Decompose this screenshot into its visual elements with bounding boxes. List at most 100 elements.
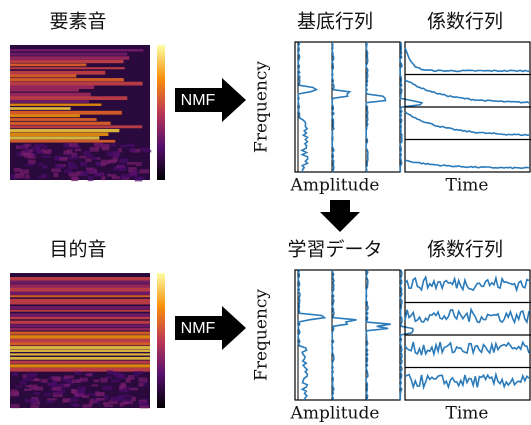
spectrogram-noise xyxy=(47,398,57,401)
spectrogram-noise xyxy=(19,381,26,385)
spectrogram-noise xyxy=(119,144,127,148)
spectrogram-noise xyxy=(119,388,129,393)
spectrogram-noise xyxy=(88,401,94,406)
nmf-arrow xyxy=(175,78,246,122)
spectrogram-noise xyxy=(15,385,23,388)
spectrogram-noise xyxy=(138,377,148,383)
spectrogram-noise xyxy=(74,148,82,152)
spectrogram-noise xyxy=(125,377,131,383)
basis-title: 基底行列 xyxy=(297,11,373,33)
spectrogram-band xyxy=(10,67,125,70)
spectrogram-noise xyxy=(123,400,133,404)
spectrogram-noise xyxy=(93,142,103,147)
spectrogram-noise xyxy=(20,169,30,175)
spectrogram-band xyxy=(10,70,106,75)
spectrogram-noise xyxy=(120,383,127,388)
basis-curve xyxy=(398,41,424,173)
spectrogram-noise xyxy=(56,389,66,393)
spectrogram-noise xyxy=(68,398,79,402)
spectrogram-noise xyxy=(27,372,37,378)
spectrogram-noise xyxy=(52,380,57,385)
spectrogram-noise xyxy=(67,161,75,165)
spectrogram-noise xyxy=(102,401,109,405)
basis-curve xyxy=(297,269,327,401)
coef-x-label: Time xyxy=(446,176,489,196)
spectrogram-noise xyxy=(56,156,62,159)
spectrogram-noise xyxy=(100,159,111,165)
spectrogram-noise xyxy=(23,148,29,153)
spectrogram-noise xyxy=(141,381,147,386)
spectrogram-noise xyxy=(34,143,45,147)
spectrogram-band xyxy=(10,114,80,118)
spectrogram-noise xyxy=(126,161,137,165)
spectrogram-noise xyxy=(131,396,137,402)
spectrogram-band xyxy=(10,280,150,284)
spectrogram-noise xyxy=(10,389,18,392)
spectrogram-band xyxy=(10,364,150,368)
spectrogram-noise xyxy=(23,143,32,147)
spectrogram-noise xyxy=(92,157,99,160)
spectrogram-noise xyxy=(79,377,88,382)
spectrogram-noise xyxy=(120,386,130,390)
spectrogram-noise xyxy=(52,392,63,398)
spectrogram-noise xyxy=(71,379,81,383)
basis-curve xyxy=(331,41,352,173)
spectrogram-band xyxy=(10,85,95,90)
spectrogram-band xyxy=(10,313,150,318)
spectrogram-noise xyxy=(62,399,68,403)
spectrogram-band xyxy=(10,74,77,78)
spectrogram-band xyxy=(10,331,150,335)
spectrogram-noise xyxy=(143,405,150,409)
spectrogram-noise xyxy=(74,393,84,397)
coef-curve xyxy=(404,371,530,391)
spectrogram-noise xyxy=(79,155,87,159)
spectrogram-noise xyxy=(33,386,44,391)
spectrogram-noise xyxy=(107,160,116,164)
spectrogram-noise xyxy=(46,399,55,404)
spectrogram-band xyxy=(10,320,150,324)
basis-curve xyxy=(331,270,357,401)
y-axis-label: Frequency xyxy=(252,289,272,381)
spectrogram-noise xyxy=(128,174,138,177)
spectrogram-noise xyxy=(29,384,38,390)
spectrogram-noise xyxy=(72,176,79,181)
spectrogram-noise xyxy=(111,152,120,158)
source-label: 要素音 xyxy=(49,11,106,33)
spectrogram-band xyxy=(10,277,150,281)
coef-curve xyxy=(404,340,530,358)
spectrogram-noise xyxy=(106,376,112,379)
spectrogram-noise xyxy=(131,170,136,176)
spectrogram-noise xyxy=(94,172,104,177)
spectrogram-noise xyxy=(133,371,143,375)
spectrogram-band xyxy=(10,88,79,92)
spectrogram-noise xyxy=(62,377,72,382)
coef-x-label: Time xyxy=(446,404,489,424)
spectrogram-noise xyxy=(91,384,99,387)
spectrogram-noise xyxy=(30,398,37,404)
spectrogram-noise xyxy=(53,172,59,178)
spectrogram-noise xyxy=(18,144,26,149)
spectrogram-band xyxy=(10,107,71,110)
spectrogram-noise xyxy=(64,169,73,174)
coef-title: 係数行列 xyxy=(427,239,503,261)
spectrogram-noise xyxy=(33,392,41,395)
spectrogram-band xyxy=(10,96,128,101)
spectrogram-band xyxy=(10,346,150,350)
spectrogram-noise xyxy=(80,388,86,391)
spectrogram-noise xyxy=(68,142,79,147)
spectrogram-noise xyxy=(73,155,79,160)
spectrogram-noise xyxy=(134,177,143,182)
spectrogram-band xyxy=(10,360,150,364)
basis-curve xyxy=(399,269,414,401)
spectrogram-noise xyxy=(129,147,136,152)
spectrogram-noise xyxy=(110,396,121,402)
spectrogram-noise xyxy=(126,143,136,147)
spectrogram-band xyxy=(10,125,143,129)
spectrogram-noise xyxy=(120,398,130,402)
spectrogram-noise xyxy=(86,154,94,158)
spectrogram-band xyxy=(10,52,128,56)
source-label: 目的音 xyxy=(49,239,106,261)
spectrogram-noise xyxy=(120,174,130,180)
spectrogram-band xyxy=(10,338,150,343)
spectrogram-band xyxy=(10,342,150,346)
